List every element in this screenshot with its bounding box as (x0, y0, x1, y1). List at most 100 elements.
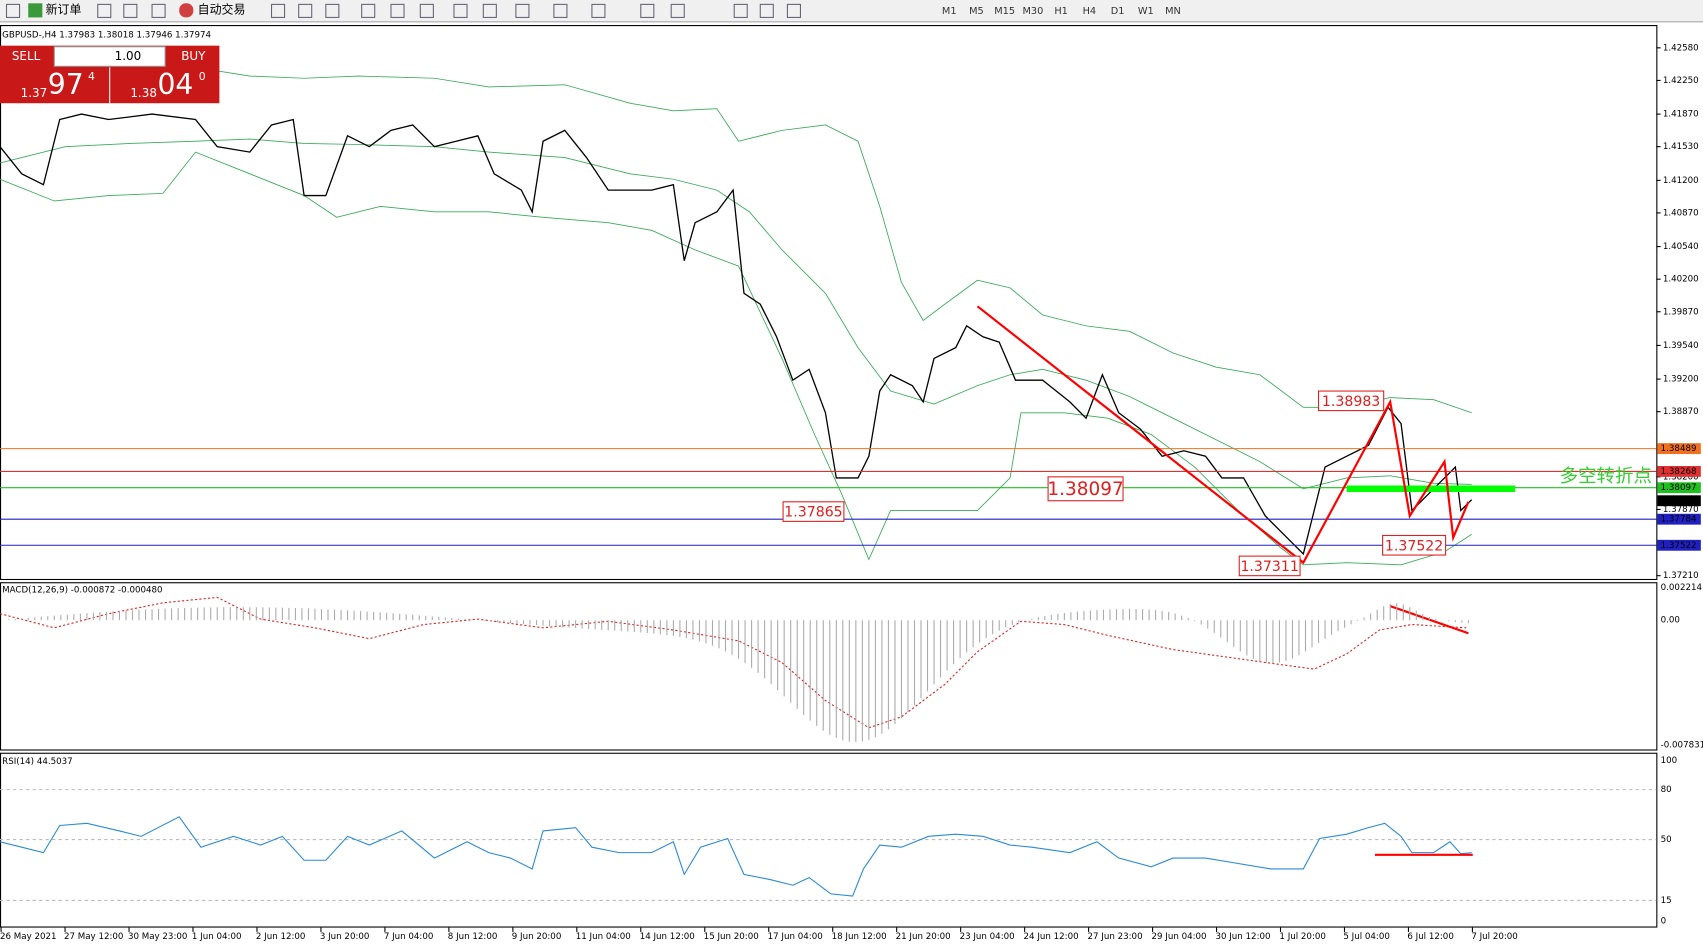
timeframe-button[interactable]: W1 (1138, 6, 1154, 17)
macd-signal (0, 596, 1467, 729)
annotation: 1.37522 (1385, 538, 1443, 554)
annotation: 1.37311 (1240, 559, 1298, 575)
time-label: 29 Jun 04:00 (1151, 932, 1206, 942)
price-label: 1.39870 (1663, 307, 1699, 317)
auto-trade-icon[interactable] (179, 3, 194, 18)
level-label: 1.37974 (1661, 496, 1697, 506)
level-tag (1657, 495, 1701, 507)
annotation-box (782, 501, 845, 522)
auto-trade[interactable]: 自动交易 (198, 1, 246, 16)
level-label: 1.38097 (1661, 483, 1697, 493)
trade-panel: SELL BUY 1.00 1.37 97 4 1.38 04 0 (0, 45, 220, 104)
toolbar-icon[interactable] (361, 3, 376, 18)
toolbar-icon[interactable] (482, 3, 497, 18)
price-label: 1.38200 (1663, 472, 1699, 482)
toolbar-icon[interactable] (640, 3, 655, 18)
timeframe-button[interactable]: M5 (969, 6, 984, 17)
annotations: 1.38983 1.37865 1.38097 1.37311 1.37522 多空转折点 (782, 390, 1652, 577)
sell-price-sup[interactable]: 4 (88, 70, 95, 83)
buy-price-small[interactable]: 1.38 (130, 86, 157, 100)
toolbar-icon[interactable] (5, 3, 21, 18)
price-label: 1.42580 (1663, 43, 1699, 53)
time-label: 7 Jul 20:00 (1471, 932, 1517, 942)
level-tag (1657, 443, 1701, 455)
toolbar-icon[interactable] (553, 3, 568, 18)
toolbar-icon[interactable] (515, 3, 530, 18)
lot-box[interactable] (53, 46, 166, 67)
level-tag (1657, 465, 1701, 477)
time-label: 30 May 23:00 (128, 932, 187, 942)
macd-header: MACD(12,26,9) -0.000872 -0.000480 (2, 585, 162, 595)
toolbar-icons (5, 3, 801, 18)
macd-axis-label: -0.007831 (1661, 741, 1703, 751)
toolbar-icon[interactable] (670, 3, 685, 18)
annotation-box (1317, 390, 1385, 412)
macd-axis-label: 0.00 (1661, 616, 1680, 626)
toolbar-icon[interactable] (97, 3, 112, 18)
new-order[interactable]: 新订单 (46, 1, 82, 16)
level-label: 1.37522 (1661, 541, 1697, 551)
price-label: 1.39200 (1663, 375, 1699, 385)
buy-price-sup[interactable]: 0 (199, 70, 206, 83)
lot-size[interactable]: 1.00 (115, 49, 142, 63)
time-label: 23 Jun 04:00 (960, 932, 1015, 942)
price-label: 1.40870 (1663, 208, 1699, 218)
time-label: 27 May 12:00 (64, 932, 123, 942)
toolbar (0, 0, 1703, 22)
time-label: 24 Jun 12:00 (1024, 932, 1079, 942)
price-label: 1.37870 (1663, 505, 1699, 515)
timeframe-button[interactable]: M30 (1022, 6, 1043, 17)
timeframe-button[interactable]: MN (1165, 6, 1181, 17)
toolbar-icon[interactable] (759, 3, 774, 18)
timeframes: M1 M5 M15 M30 H1 H4 D1 W1 MN (942, 6, 1181, 17)
toolbar-icon[interactable] (298, 3, 313, 18)
toolbar-icon[interactable] (453, 3, 468, 18)
buy-price-big[interactable]: 04 (157, 68, 193, 101)
time-label: 6 Jul 12:00 (1407, 932, 1453, 942)
bollinger-middle (0, 138, 1472, 490)
annotation-box (1047, 476, 1124, 502)
time-label: 8 Jun 12:00 (448, 932, 498, 942)
annotation: 1.38097 (1047, 479, 1123, 500)
toolbar-icon[interactable] (325, 3, 340, 18)
toolbar-icon[interactable] (390, 3, 405, 18)
time-label: 21 Jun 20:00 (896, 932, 951, 942)
toolbar-icon[interactable] (151, 3, 166, 18)
new-order-icon[interactable] (28, 3, 43, 18)
timeframe-button[interactable]: H4 (1083, 6, 1097, 17)
price-label: 1.37210 (1663, 571, 1699, 581)
price-label: 1.42250 (1663, 76, 1699, 86)
price-label: 1.41870 (1663, 110, 1699, 120)
sell-price-big[interactable]: 97 (48, 68, 84, 101)
sell-button[interactable]: SELL (12, 49, 41, 63)
time-label: 2 Jun 12:00 (256, 932, 306, 942)
macd-panel: MACD(12,26,9) -0.000872 -0.000480 0.0022… (0, 583, 1703, 751)
time-label: 5 Jul 04:00 (1343, 932, 1389, 942)
toolbar-icon[interactable] (419, 3, 434, 18)
price-label: 1.40200 (1663, 275, 1699, 285)
time-label: 1 Jun 04:00 (192, 932, 242, 942)
sell-price-small[interactable]: 1.37 (21, 86, 48, 100)
toolbar-icon[interactable] (591, 3, 606, 18)
toolbar-icon[interactable] (786, 3, 801, 18)
toolbar-icon[interactable] (733, 3, 748, 18)
price-label: 1.38870 (1663, 407, 1699, 417)
chart-header: GBPUSD-,H4 1.37983 1.38018 1.37946 1.379… (2, 30, 211, 40)
timeframe-button[interactable]: H1 (1054, 6, 1068, 17)
timeframe-button[interactable]: M1 (942, 6, 957, 17)
toolbar-icon[interactable] (123, 3, 138, 18)
annotation: 多空转折点 (1560, 466, 1652, 487)
price-axis: 1.42580 1.42250 1.41870 1.41530 1.41200 1.408… (1656, 43, 1701, 581)
rsi-axis-label: 50 (1661, 835, 1672, 845)
timeframe-button[interactable]: M15 (994, 6, 1015, 17)
toolbar-icon[interactable] (270, 3, 286, 18)
time-label: 1 Jul 20:00 (1279, 932, 1325, 942)
rsi-axis-label: 0 (1661, 917, 1667, 927)
timeframe-button[interactable]: D1 (1111, 6, 1125, 17)
buy-button[interactable]: BUY (181, 49, 206, 63)
rsi-header: RSI(14) 44.5037 (2, 757, 73, 767)
price-label: 1.41530 (1663, 142, 1699, 152)
